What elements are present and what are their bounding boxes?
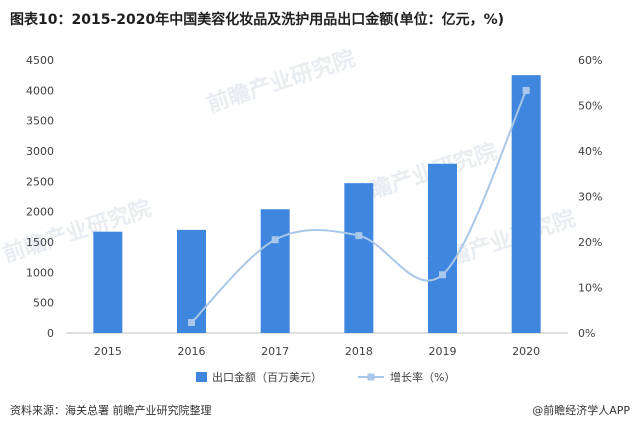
credit-note: @前瞻经济学人APP [532,404,630,417]
x-tick-label: 2020 [512,345,540,358]
growth-point [188,319,195,327]
x-tick-label: 2018 [345,345,373,358]
y-right-tick-label: 20% [578,236,602,249]
bar [177,229,206,333]
y-right-tick-label: 30% [578,191,602,204]
y-left-tick-label: 1000 [26,266,54,279]
bar [428,163,457,333]
y-right-tick-label: 10% [578,282,602,295]
growth-point [355,232,363,240]
watermark-text: 前瞻产业研究院 [0,195,154,267]
y-left-tick-label: 4500 [26,54,54,67]
x-tick-label: 2017 [261,345,289,358]
line-series [188,86,530,327]
axes: 0 500 1000 1500 2000 2500 3000 3500 4000 4500 0% 10… [26,54,602,358]
growth-point [522,86,530,94]
source-note: 资料来源：海关总署 前瞻产业研究院整理 [10,404,212,417]
y-left-tick-label: 3500 [26,115,54,128]
y-left-tick-label: 2500 [26,175,54,188]
x-tick-label: 2016 [178,345,206,358]
bar [344,183,374,333]
x-tick-label: 2015 [94,345,122,358]
bar [260,209,290,333]
x-tick-label: 2019 [429,345,457,358]
bar-series [93,75,541,334]
growth-point [271,236,279,244]
growth-point [439,271,446,279]
y-left-tick-label: 0 [47,327,54,340]
y-left-tick-label: 2000 [26,206,54,219]
y-left-tick-label: 500 [33,297,54,310]
legend-line-marker [367,373,375,381]
bar [93,231,123,333]
legend-bar-label: 出口金额（百万美元） [212,370,322,384]
y-left-tick-label: 1500 [26,236,54,249]
legend-line-label: 增长率（%） [390,370,455,384]
chart-title: 图表10：2015-2020年中国美容化妆品及洗护用品出口金额(单位：亿元，%) [10,12,505,28]
y-right-tick-label: 60% [578,54,602,67]
legend-bar-swatch [196,372,207,382]
y-left-tick-label: 3000 [26,145,54,158]
bar [511,75,541,334]
growth-line [190,90,528,324]
y-right-tick-label: 0% [578,327,595,340]
watermark-text: 前瞻产业研究院 [204,45,359,117]
legend: 出口金额（百万美元） 增长率（%） [196,370,455,384]
y-right-tick-label: 50% [578,100,602,113]
y-right-tick-label: 40% [578,145,602,158]
y-left-tick-label: 4000 [26,84,54,97]
